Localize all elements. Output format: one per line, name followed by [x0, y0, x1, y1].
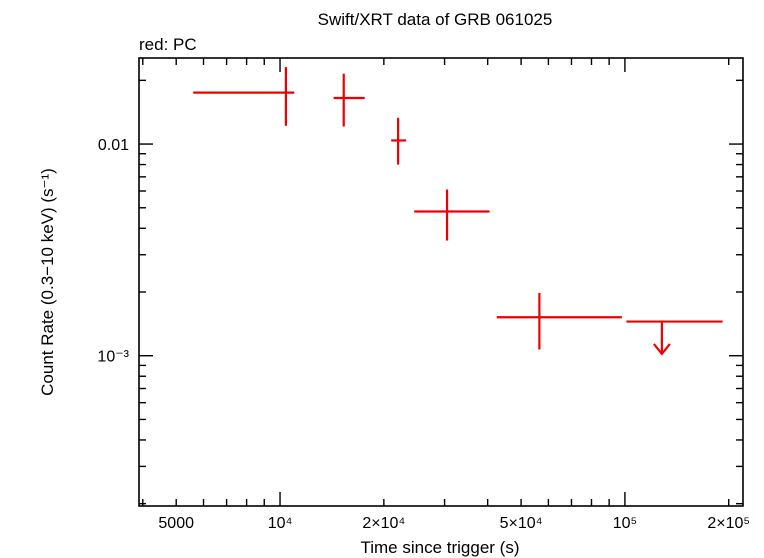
- x-tick-label: 2×10⁵: [707, 515, 750, 532]
- data-points: [193, 67, 723, 356]
- x-tick-label: 10⁵: [613, 515, 637, 532]
- x-tick-label: 5×10⁴: [500, 515, 543, 532]
- data-point: [391, 117, 407, 165]
- chart-subtitle: red: PC: [139, 35, 197, 54]
- axis-tick-labels: 5000 10⁴ 2×10⁴ 5×10⁴ 10⁵ 2×10⁵ 0.01 10⁻³: [97, 137, 750, 532]
- data-point: [333, 73, 365, 127]
- x-tick-label: 10⁴: [268, 515, 293, 532]
- y-tick-label: 0.01: [98, 137, 129, 154]
- plot-frame: [138, 57, 744, 507]
- x-axis-label: Time since trigger (s): [360, 538, 519, 557]
- x-tick-label: 5000: [158, 515, 194, 532]
- y-axis-label: Count Rate (0.3−10 keV) (s⁻¹): [38, 168, 57, 396]
- data-point: [496, 292, 622, 350]
- axis-ticks: [139, 58, 743, 506]
- upper-limit-point: [626, 320, 723, 356]
- chart-title: Swift/XRT data of GRB 061025: [318, 10, 553, 29]
- data-point: [193, 67, 295, 126]
- upper-limit-arrow-head: [653, 343, 671, 356]
- data-point: [414, 189, 490, 241]
- x-tick-label: 2×10⁴: [362, 515, 405, 532]
- y-tick-label: 10⁻³: [97, 349, 129, 366]
